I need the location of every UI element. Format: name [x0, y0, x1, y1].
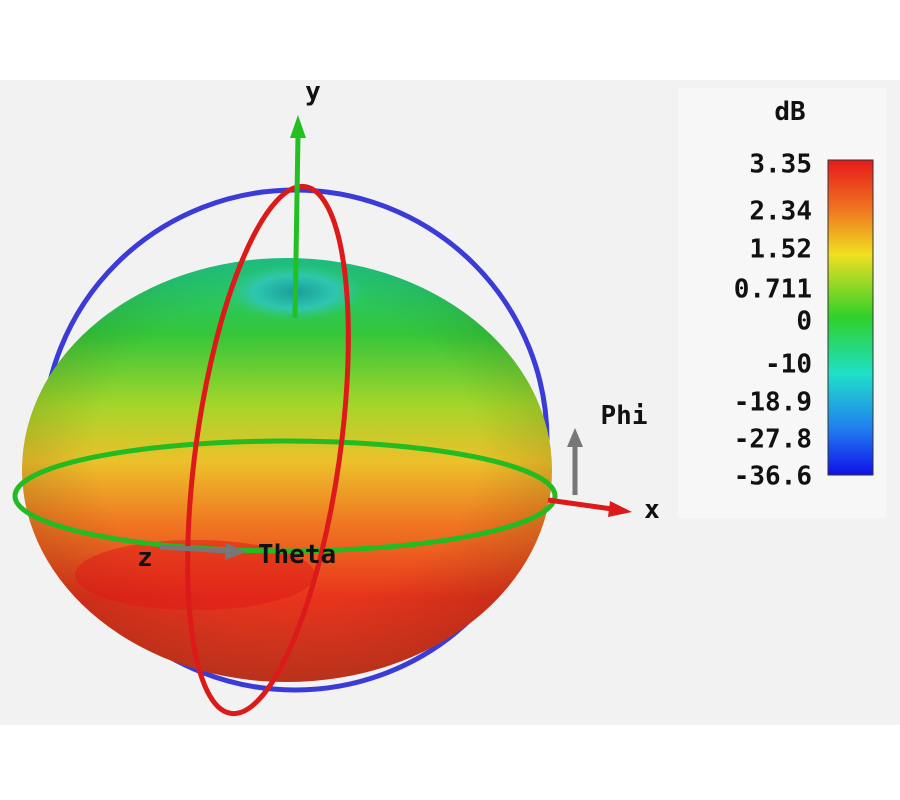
phi-arrow	[567, 428, 583, 447]
y-label: y	[305, 77, 321, 107]
theta-arrow	[225, 543, 246, 560]
colorbar-label: -36.6	[734, 462, 812, 492]
x-label: x	[644, 495, 660, 525]
z-label: z	[137, 543, 153, 573]
theta-circle	[185, 183, 351, 717]
phi-label: Phi	[601, 401, 648, 431]
equator-circle	[12, 438, 558, 554]
colorbar-label: -27.8	[734, 425, 812, 455]
pattern-shade	[22, 258, 552, 682]
colorbar-label: -10	[765, 350, 812, 380]
colorbar-label: -18.9	[734, 388, 812, 418]
colorbar-label: 3.35	[749, 150, 812, 180]
colorbar	[827, 159, 874, 476]
colorbar-label: 1.52	[749, 235, 812, 265]
x-arrow	[608, 501, 632, 517]
y-axis	[292, 134, 301, 319]
theta-label: Theta	[258, 540, 336, 570]
x-axis	[547, 497, 613, 512]
theta-vector	[159, 544, 229, 554]
colorbar-unit: dB	[774, 97, 805, 127]
colorbar-label: 0.711	[734, 275, 812, 305]
y-arrow	[290, 115, 306, 138]
pattern-max	[75, 540, 315, 610]
colorbar-label: 0	[796, 307, 812, 337]
colorbar-label: 2.34	[749, 197, 812, 227]
